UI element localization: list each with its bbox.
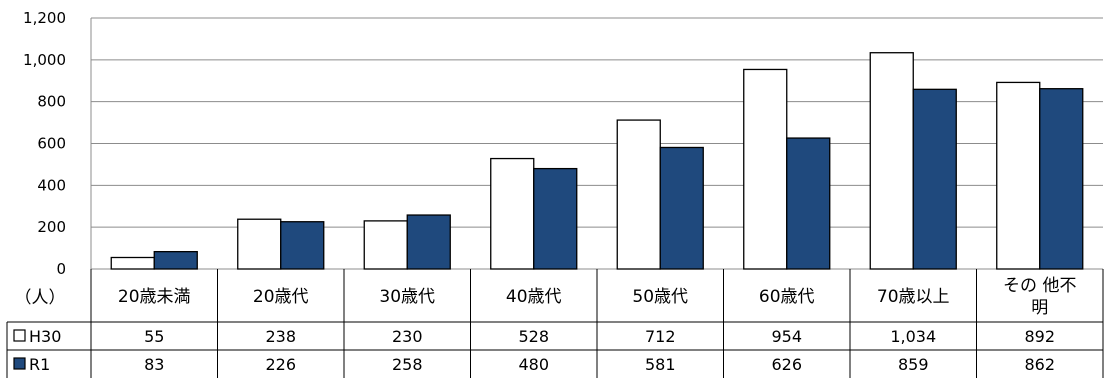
data-label: 83 [144,355,164,374]
bar-h30-4 [490,157,535,270]
category-label: その 他不 [1003,276,1076,296]
data-label: 859 [898,355,929,374]
category-label: 70歳以上 [877,287,950,307]
bar-r1-3 [406,214,451,270]
legend-key-r1 [13,357,26,370]
data-label: 581 [645,355,676,374]
legend-key-h30 [13,329,26,342]
bar-r1-7 [912,88,957,270]
data-label: 862 [1024,355,1055,374]
y-tick-label: 400 [37,176,66,194]
category-label: 明 [1031,298,1048,318]
bar-h30-7 [869,52,914,270]
y-tick-label: 200 [37,218,66,236]
data-label: 238 [265,327,296,346]
data-label: 626 [771,355,802,374]
data-label: 226 [265,355,296,374]
data-label: 55 [144,327,164,346]
bar-r1-8 [1039,88,1084,270]
bar-h30-2 [237,218,282,270]
bar-r1-4 [533,167,578,270]
bar-h30-1 [110,256,155,270]
category-label: 30歳代 [379,287,435,307]
data-label: 892 [1024,327,1055,346]
bar-r1-5 [659,146,704,270]
y-tick-label: 1,000 [23,51,66,69]
data-label: 954 [771,327,802,346]
data-label: 712 [645,327,676,346]
data-label: 258 [392,355,423,374]
data-label: 528 [518,327,549,346]
bar-h30-5 [616,119,661,270]
bar-r1-6 [786,137,831,270]
data-label: 1,034 [890,327,936,346]
category-label: 50歳代 [632,287,688,307]
category-label: 60歳代 [759,287,815,307]
category-label: 20歳代 [253,287,309,307]
data-label: 480 [518,355,549,374]
y-tick-label: 0 [56,260,66,278]
category-label: 40歳代 [506,287,562,307]
bar-h30-3 [363,220,408,270]
legend-label-h30: H30 [29,327,61,346]
y-tick-label: 1,200 [23,9,66,27]
category-label: 20歳未満 [118,287,191,307]
y-tick-label: 600 [37,135,66,153]
y-tick-label: 800 [37,93,66,111]
bar-h30-8 [996,81,1041,270]
legend-label-r1: R1 [29,355,50,374]
bar-r1-2 [280,221,325,270]
data-label: 230 [392,327,423,346]
unit-label: （人） [15,288,66,308]
bar-r1-1 [153,250,198,270]
bar-h30-6 [743,68,788,270]
